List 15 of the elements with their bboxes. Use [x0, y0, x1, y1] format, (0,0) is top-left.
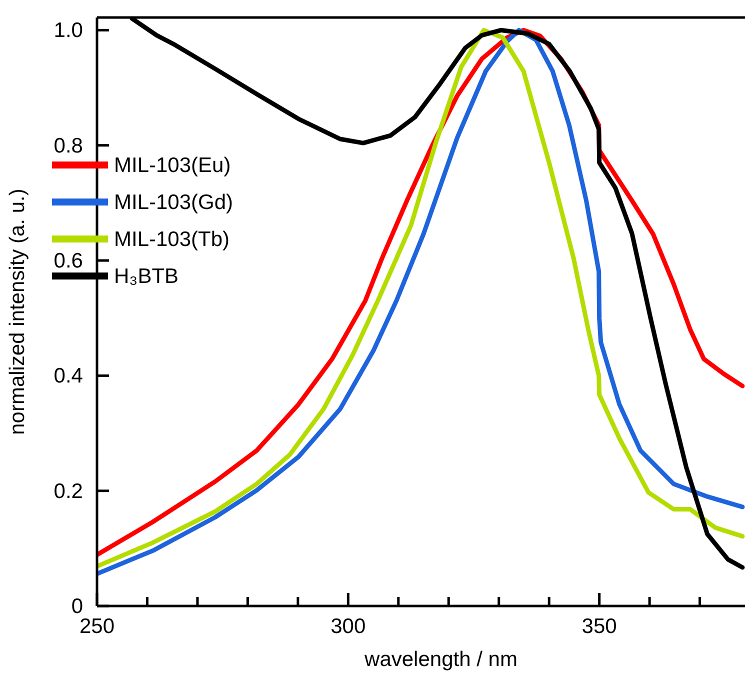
y-tick-label: 0.4: [54, 364, 84, 388]
x-axis-title: wavelength / nm: [364, 648, 518, 671]
y-tick-label: 0.8: [54, 134, 83, 158]
legend-label: MIL-103(Gd): [114, 191, 234, 214]
y-tick-label: 1.0: [54, 19, 83, 42]
legend-label: MIL-103(Eu): [114, 154, 231, 177]
legend-label: H₃BTB: [114, 265, 179, 288]
y-tick-label: 0.2: [54, 480, 83, 503]
y-tick-label: 0: [71, 595, 83, 618]
x-tick-label: 250: [79, 615, 115, 638]
x-tick-label: 350: [582, 615, 617, 638]
legend-label: MIL-103(Tb): [114, 228, 230, 251]
y-tick-label: 0.6: [54, 250, 83, 272]
y-axis-title: normalized intensity (a. u.): [6, 188, 29, 435]
x-tick-label: 300: [330, 615, 366, 638]
